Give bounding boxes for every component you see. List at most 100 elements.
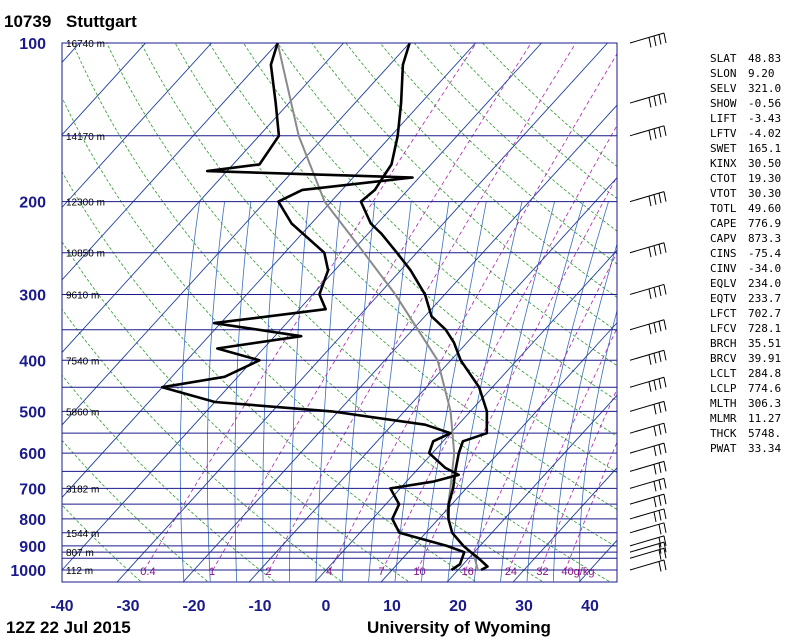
parcel-path (276, 43, 479, 571)
isotherm (62, 43, 410, 426)
index-value: -75.4 (748, 247, 782, 260)
dry-adiabat (174, 43, 617, 473)
plot-frame (61, 42, 618, 583)
temperature-tick-label: 20 (449, 598, 467, 615)
temperature-tick-label: 40 (581, 598, 599, 615)
index-row: CINS -75.4 (710, 246, 788, 261)
height-label: 7540 m (66, 356, 99, 367)
index-value: 306.3 (748, 397, 782, 410)
index-value: 11.27 (748, 412, 782, 425)
index-row: SHOW -0.56 (710, 96, 788, 111)
moist-adiabat (394, 201, 450, 582)
mixing-ratio-label: 24 (505, 566, 517, 578)
wind-barb (629, 442, 667, 457)
dry-adiabat (379, 43, 617, 265)
pressure-label: 600 (19, 446, 46, 463)
isotherm (62, 43, 212, 209)
index-name: THCK (710, 427, 737, 440)
index-name: SLON (710, 67, 737, 80)
dry-adiabat (62, 241, 409, 582)
index-name: LCLP (710, 382, 737, 395)
mixing-ratio-label: 1 (209, 566, 215, 578)
index-row: CAPE 776.9 (710, 216, 788, 231)
isotherm (0, 43, 14, 582)
wind-barb (629, 477, 667, 492)
wind-barb (629, 319, 667, 335)
height-label: 10850 m (66, 249, 105, 260)
wind-barb (629, 522, 667, 535)
moist-adiabat (262, 201, 280, 582)
index-row: LFTV -4.02 (710, 126, 788, 141)
index-value: 776.9 (748, 217, 782, 230)
temperature-tick-label: -30 (116, 598, 139, 615)
wind-barb (629, 508, 667, 523)
dry-adiabat (62, 171, 476, 582)
dry-adiabat (62, 308, 342, 582)
plot-area (0, 43, 617, 582)
mixing-ratio-label: 2 (265, 566, 271, 578)
index-name: SELV (710, 82, 737, 95)
height-label: 3182 m (66, 484, 99, 495)
timestamp: 12Z 22 Jul 2015 (6, 618, 131, 637)
index-value: 702.7 (748, 307, 782, 320)
index-name: LFTV (710, 127, 737, 140)
index-row: EQTV 233.7 (710, 291, 788, 306)
wind-barb (629, 547, 667, 560)
moist-adiabat (206, 201, 225, 582)
index-row: CINV -34.0 (710, 261, 788, 276)
index-row: KINX 30.50 (710, 156, 788, 171)
wind-barb (629, 242, 667, 258)
index-value: 35.51 (748, 337, 782, 350)
index-value: -3.43 (748, 112, 782, 125)
wind-barb (629, 376, 667, 392)
temperature-tick-label: -20 (182, 598, 205, 615)
index-name: CAPV (710, 232, 737, 245)
index-row: THCK 5748. (710, 426, 788, 441)
temperature-tick-label: 30 (515, 598, 533, 615)
isotherm (182, 104, 617, 582)
moist-adiabat (553, 242, 617, 582)
mixing-ratio-label: 40g/kg (561, 566, 594, 578)
index-value: 49.60 (748, 202, 782, 215)
isotherm (62, 43, 476, 499)
indices-panel: SLAT 48.83 SLON 9.20 SELV 321.0 SHOW -0.56 LIFT -… (710, 51, 788, 456)
index-value: 234.0 (748, 277, 782, 290)
index-value: 165.1 (748, 142, 782, 155)
pressure-label: 200 (19, 195, 46, 212)
mixing-ratio-label: 4 (326, 566, 332, 578)
height-label: 807 m (66, 548, 94, 559)
moist-adiabat (315, 201, 341, 582)
index-name: EQTV (710, 292, 737, 305)
pressure-label: 1000 (10, 563, 46, 580)
wind-barb (629, 559, 667, 572)
index-name: EQLV (710, 277, 737, 290)
moist-adiabat (368, 201, 412, 582)
mixing-ratio-label: 0.4 (140, 566, 155, 578)
dewpoint-profile (161, 43, 466, 572)
isotherm (62, 43, 80, 63)
index-row: PWAT 33.34 (710, 441, 788, 456)
wind-barb (629, 191, 667, 207)
pressure-label: 300 (19, 287, 46, 304)
index-value: 9.20 (748, 67, 775, 80)
index-value: 233.7 (748, 292, 782, 305)
wind-barb (629, 460, 667, 475)
index-name: MLTH (710, 397, 737, 410)
dry-adiabat (106, 43, 617, 548)
index-name: LCLT (710, 367, 737, 380)
moist-adiabat (500, 201, 584, 582)
mixing-ratio-line (329, 53, 617, 571)
wind-barb (629, 32, 667, 48)
index-name: SHOW (710, 97, 737, 110)
index-value: 728.1 (748, 322, 782, 335)
moist-adiabat (526, 201, 609, 582)
wind-barb (629, 541, 667, 554)
wind-barb (629, 349, 667, 365)
temperature-profile (359, 43, 489, 572)
wind-barb (629, 283, 667, 300)
pressure-label: 500 (19, 404, 46, 421)
height-label: 1544 m (66, 529, 99, 540)
temperature-tick-label: -40 (50, 598, 73, 615)
index-value: 19.30 (748, 172, 782, 185)
